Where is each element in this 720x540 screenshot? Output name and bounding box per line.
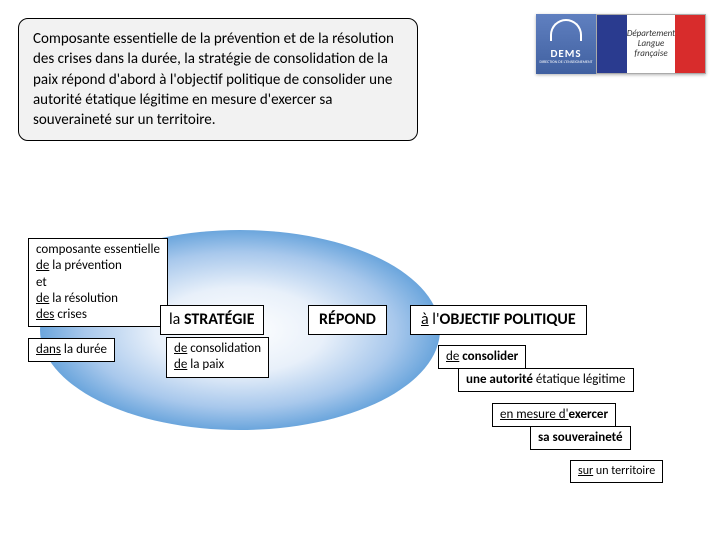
logo-block: DEMS DIRECTION DE L'ENSEIGNEMENT Départe… <box>536 14 706 74</box>
node-exercer: en mesure d'exercer <box>492 403 616 427</box>
node-souverainete: sa souveraineté <box>530 426 631 450</box>
node-repond: RÉPOND <box>308 305 387 335</box>
logo-arch-icon <box>550 19 582 41</box>
main-paragraph-text: Composante essentielle de la prévention … <box>33 30 394 129</box>
node-consolider: de consolider <box>438 345 526 369</box>
flag-red <box>675 15 705 73</box>
logo-dems-text: DEMS <box>550 47 581 60</box>
node-territoire: sur un territoire <box>570 460 663 483</box>
node-composante: composante essentielle de la prévention … <box>28 238 168 327</box>
node-duree: dans la durée <box>28 338 115 362</box>
logo-left-panel: DEMS DIRECTION DE L'ENSEIGNEMENT <box>536 14 596 74</box>
main-paragraph-box: Composante essentielle de la prévention … <box>18 18 418 141</box>
logo-sub-text: DIRECTION DE L'ENSEIGNEMENT <box>540 60 593 65</box>
node-strategie: la STRATÉGIE <box>160 305 264 335</box>
flag-dept-text: DépartementLangue française <box>627 28 675 60</box>
node-autorite: une autorité étatique légitime <box>458 368 634 392</box>
node-consolidation: de consolidation de la paix <box>166 337 269 378</box>
node-objectif: à l'OBJECTIF POLITIQUE <box>410 305 587 335</box>
flag-icon: DépartementLangue française <box>597 15 705 73</box>
flag-blue <box>597 15 627 73</box>
logo-right-panel: DépartementLangue française <box>596 14 706 74</box>
flag-white: DépartementLangue française <box>627 15 675 73</box>
